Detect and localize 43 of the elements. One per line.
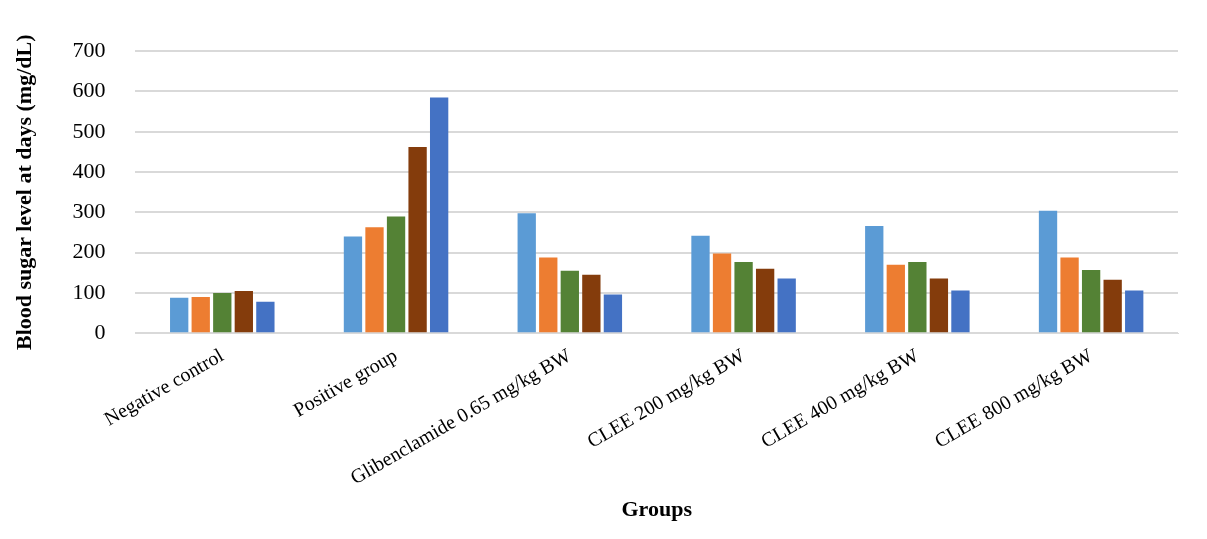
bar [865,226,884,333]
x-tick-label: CLEE 200 mg/kg BW [582,343,749,453]
y-tick-label: 700 [72,36,106,62]
y-tick-label: 600 [72,77,106,103]
y-tick-label: 0 [94,319,106,345]
bar [582,274,601,333]
bar [408,147,427,333]
bar [256,301,275,333]
bar [886,264,905,333]
y-axis-title: Blood sugar level at days (mg/dL) [10,34,36,351]
bar [1125,290,1144,333]
bar [1103,279,1122,333]
bar [191,297,210,333]
bar [429,97,449,333]
bar [365,227,384,333]
bar [517,213,536,333]
bar [1081,270,1101,333]
bar [712,253,732,333]
x-tick-label: CLEE 800 mg/kg BW [930,343,1097,453]
bar [386,216,406,333]
bar [951,290,970,333]
bar [343,236,363,333]
bar [234,290,253,333]
x-axis-title: Groups [621,496,693,522]
bar [1038,210,1058,333]
bar [777,278,796,333]
bar [755,268,775,333]
bar [734,261,753,333]
y-tick-label: 300 [72,198,106,224]
y-tick-label: 100 [72,278,106,304]
bar [908,261,927,333]
bar [603,294,623,333]
bar [691,235,710,333]
y-tick-label: 400 [72,157,106,183]
y-tick-label: 500 [72,117,106,143]
bar [560,270,579,333]
bar [1060,257,1079,333]
bar [170,297,189,333]
bar [539,257,558,333]
bar [929,278,949,333]
x-tick-label: CLEE 400 mg/kg BW [756,343,923,453]
y-tick-label: 200 [72,238,106,264]
bar [213,292,232,333]
